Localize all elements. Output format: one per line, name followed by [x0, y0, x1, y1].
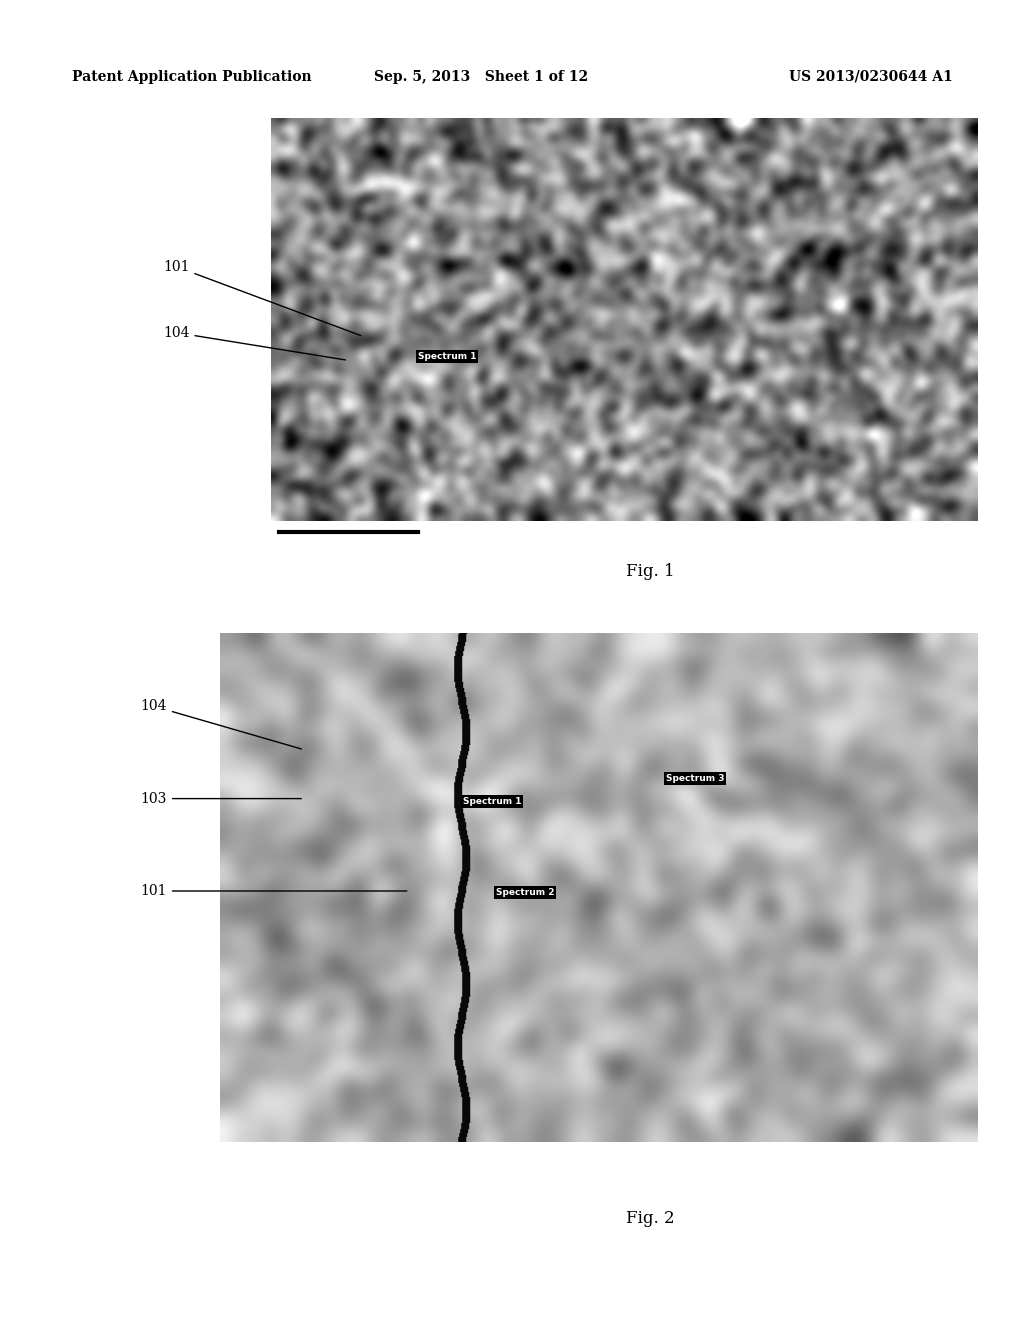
Text: Fig. 2: Fig. 2	[626, 1210, 675, 1226]
Text: US 2013/0230644 A1: US 2013/0230644 A1	[788, 70, 952, 83]
Text: 103: 103	[140, 792, 301, 805]
Text: Fig. 1: Fig. 1	[626, 564, 675, 579]
Text: Spectrum 2: Spectrum 2	[496, 888, 554, 896]
Text: 104: 104	[140, 700, 301, 748]
Text: 101: 101	[140, 884, 407, 898]
Text: 101: 101	[163, 260, 360, 335]
Text: Spectrum 3: Spectrum 3	[666, 775, 724, 783]
Text: 104: 104	[163, 326, 345, 360]
Text: Sep. 5, 2013   Sheet 1 of 12: Sep. 5, 2013 Sheet 1 of 12	[374, 70, 589, 83]
Text: Spectrum 1: Spectrum 1	[463, 797, 521, 805]
Text: Patent Application Publication: Patent Application Publication	[72, 70, 311, 83]
Text: Spectrum 1: Spectrum 1	[418, 352, 476, 360]
